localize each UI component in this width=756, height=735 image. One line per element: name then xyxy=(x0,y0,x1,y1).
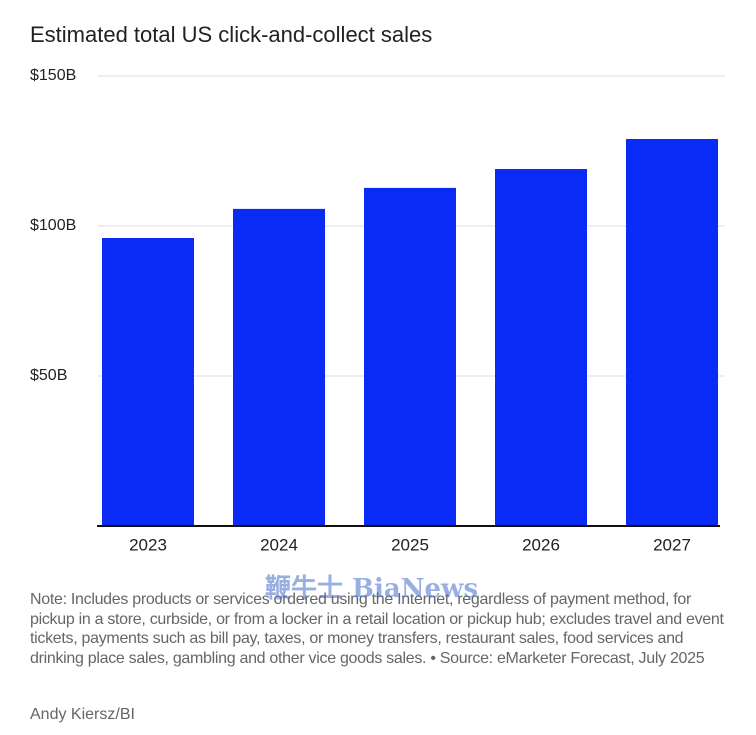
x-tick-label: 2023 xyxy=(129,535,167,554)
x-tick-label: 2027 xyxy=(653,535,691,554)
watermark: 鞭牛士 BiaNews xyxy=(265,574,479,604)
chart-title: Estimated total US click-and-collect sal… xyxy=(30,22,432,47)
bar xyxy=(626,139,718,526)
credit: Andy Kiersz/BI xyxy=(30,706,135,723)
y-tick-label: $100B xyxy=(30,217,76,234)
y-tick-label: $150B xyxy=(30,67,76,84)
bar xyxy=(495,169,587,526)
bar xyxy=(364,187,456,526)
x-tick-label: 2024 xyxy=(260,535,298,554)
x-tick-label: 2025 xyxy=(391,535,429,554)
note: Note: Includes products or services orde… xyxy=(30,591,724,667)
y-tick-label: $50B xyxy=(30,367,67,384)
bar xyxy=(102,238,194,526)
bar xyxy=(233,208,325,526)
x-tick-label: 2026 xyxy=(522,535,560,554)
